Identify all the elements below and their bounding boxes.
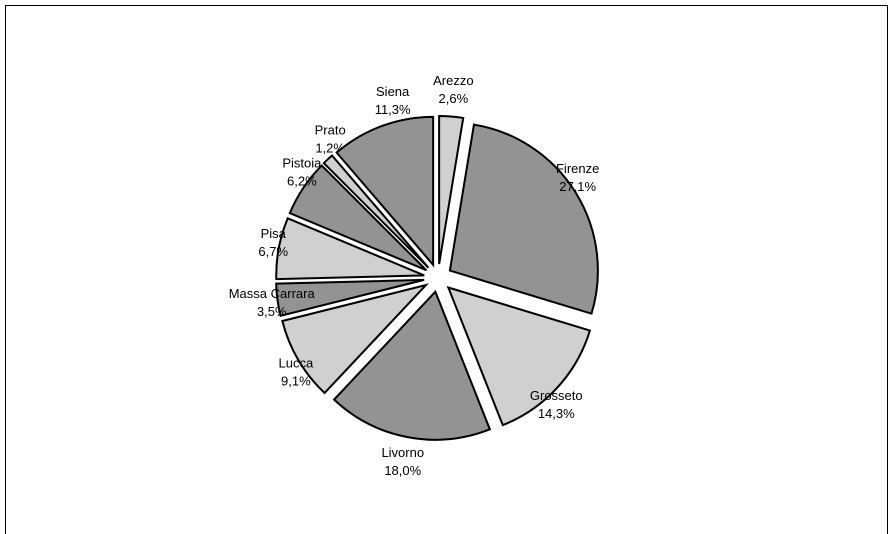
- slice-label: Prato: [315, 123, 346, 138]
- frame: [5, 5, 888, 534]
- slice-label: Lucca: [279, 356, 314, 371]
- slice-value-label: 18,0%: [384, 463, 421, 478]
- slice-label: Massa Carrara: [229, 286, 316, 301]
- slice-value-label: 6,2%: [287, 174, 317, 189]
- slice-label: Siena: [376, 84, 410, 99]
- pie-slice: [446, 285, 592, 427]
- pie-slice: [332, 289, 492, 441]
- slice-value-label: 14,3%: [538, 406, 575, 421]
- pie-slice: [438, 115, 465, 265]
- slice-value-label: 3,5%: [257, 304, 287, 319]
- pie-slice: [275, 217, 425, 281]
- slice-label: Pistoia: [282, 156, 322, 171]
- slice-label: Livorno: [381, 445, 424, 460]
- pie-slice: [448, 123, 599, 315]
- slice-label: Grosseto: [530, 388, 583, 403]
- slice-value-label: 11,3%: [375, 102, 411, 117]
- pie-slice: [335, 115, 435, 268]
- pie-slice: [275, 278, 425, 318]
- pie-slice: [322, 154, 430, 269]
- slice-label: Arezzo: [433, 73, 473, 88]
- pie-slice: [288, 164, 428, 272]
- slice-value-label: 6,7%: [258, 244, 288, 259]
- slice-value-label: 2,6%: [439, 91, 469, 106]
- slice-label: Firenze: [556, 161, 599, 176]
- slice-value-label: 27,1%: [559, 179, 596, 194]
- slice-value-label: 9,1%: [281, 374, 311, 389]
- slice-label: Pisa: [261, 226, 287, 241]
- pie-slice: [281, 283, 429, 395]
